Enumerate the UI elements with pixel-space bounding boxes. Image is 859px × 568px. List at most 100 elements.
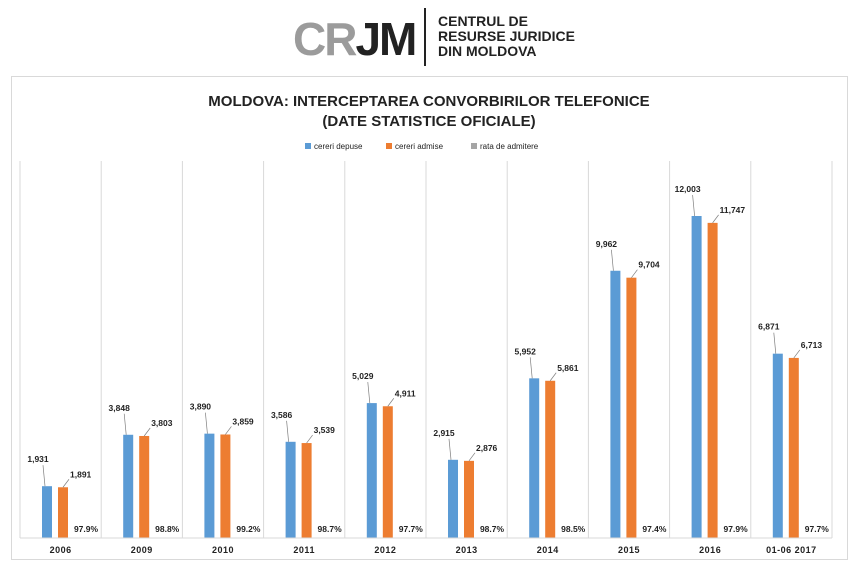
x-tick-label: 2006 bbox=[50, 545, 72, 555]
bar-cereri-admise bbox=[58, 487, 68, 538]
chart-gridlines bbox=[19, 161, 833, 538]
bar-cereri-admise bbox=[139, 435, 150, 538]
leader-line bbox=[793, 349, 801, 359]
leader-line bbox=[225, 426, 232, 435]
header: CRJM CENTRUL DE RESURSE JURIDICE DIN MOL… bbox=[0, 0, 859, 74]
data-label-cereri-depuse: 2,915 bbox=[433, 428, 455, 438]
x-tick-label: 2012 bbox=[374, 545, 396, 555]
data-label-cereri-depuse: 12,003 bbox=[675, 184, 701, 194]
legend-swatch-cereri-admise bbox=[386, 143, 392, 149]
legend-label-cereri-admise: cereri admise bbox=[395, 142, 444, 151]
leader-line bbox=[306, 434, 313, 444]
data-label-cereri-depuse: 3,586 bbox=[271, 410, 293, 420]
leader-line bbox=[143, 427, 151, 437]
x-tick-label: 2016 bbox=[699, 545, 721, 555]
logo-mark-dark: JM bbox=[355, 13, 417, 65]
leader-line bbox=[529, 357, 533, 379]
data-label-rata-de-admitere: 97.7% bbox=[805, 524, 830, 534]
leader-line bbox=[367, 382, 371, 404]
leader-line bbox=[712, 214, 719, 224]
data-label-cereri-admise: 5,861 bbox=[557, 363, 579, 373]
bar-cereri-depuse bbox=[123, 434, 134, 538]
bar-cereri-admise bbox=[301, 443, 312, 538]
x-tick-label: 2011 bbox=[293, 545, 315, 555]
organization-name-line-1: CENTRUL DE bbox=[438, 13, 528, 29]
organization-name: CENTRUL DE RESURSE JURIDICE DIN MOLDOVA bbox=[438, 14, 575, 59]
bar-cereri-depuse bbox=[772, 353, 783, 538]
data-label-cereri-depuse: 3,890 bbox=[190, 402, 212, 412]
chart-data-labels: 1,931 1,891 97.9% 3,848 3,803 98.8% 3,890 3,859… bbox=[27, 184, 829, 534]
bar-cereri-depuse bbox=[285, 441, 296, 538]
organization-name-line-2: RESURSE JURIDICE bbox=[438, 28, 575, 44]
logo-divider bbox=[424, 8, 426, 66]
data-label-cereri-admise: 2,876 bbox=[476, 443, 498, 453]
logo-mark-gray: CR bbox=[293, 13, 357, 65]
data-label-cereri-admise: 1,891 bbox=[70, 469, 92, 479]
data-label-cereri-depuse: 9,962 bbox=[596, 239, 618, 249]
legend-swatch-rata-de-admitere bbox=[471, 143, 477, 149]
chart-title-line-1: MOLDOVA: INTERCEPTAREA CONVORBIRILOR TEL… bbox=[208, 93, 649, 110]
data-label-cereri-depuse: 5,952 bbox=[515, 346, 537, 356]
leader-line bbox=[42, 465, 46, 487]
data-label-cereri-admise: 4,911 bbox=[395, 388, 416, 398]
data-label-cereri-admise: 11,747 bbox=[720, 205, 746, 215]
bar-cereri-depuse bbox=[529, 378, 540, 538]
x-tick-label: 2009 bbox=[131, 545, 153, 555]
chart-bars bbox=[42, 216, 799, 538]
bar-cereri-admise bbox=[707, 222, 718, 538]
data-label-cereri-depuse: 5,029 bbox=[352, 371, 374, 381]
legend: cereri depuse cereri admise rata de admi… bbox=[305, 142, 539, 151]
bar-cereri-admise bbox=[788, 357, 799, 538]
leader-line bbox=[387, 398, 395, 407]
x-tick-label: 2015 bbox=[618, 545, 640, 555]
data-label-rata-de-admitere: 97.7% bbox=[399, 524, 424, 534]
bar-cereri-depuse bbox=[366, 403, 377, 538]
leader-line bbox=[692, 194, 695, 217]
bar-cereri-admise bbox=[220, 434, 231, 538]
data-label-rata-de-admitere: 99.2% bbox=[236, 524, 261, 534]
data-label-cereri-depuse: 1,931 bbox=[27, 454, 49, 464]
x-tick-label: 2010 bbox=[212, 545, 234, 555]
chart-frame: MOLDOVA: INTERCEPTAREA CONVORBIRILOR TEL… bbox=[11, 76, 848, 560]
data-label-rata-de-admitere: 97.9% bbox=[724, 524, 749, 534]
crjm-logo: CRJM bbox=[293, 13, 417, 65]
legend-label-rata-de-admitere: rata de admitere bbox=[480, 142, 539, 151]
data-label-rata-de-admitere: 98.8% bbox=[155, 524, 180, 534]
bar-cereri-depuse bbox=[42, 486, 52, 538]
data-label-rata-de-admitere: 98.7% bbox=[480, 524, 505, 534]
data-label-rata-de-admitere: 97.9% bbox=[74, 524, 99, 534]
data-label-cereri-admise: 3,803 bbox=[151, 418, 173, 428]
x-tick-label: 2014 bbox=[537, 545, 559, 555]
data-label-cereri-admise: 9,704 bbox=[638, 260, 660, 270]
chart-svg: MOLDOVA: INTERCEPTAREA CONVORBIRILOR TEL… bbox=[19, 93, 833, 555]
bar-cereri-admise bbox=[545, 380, 556, 538]
leader-line bbox=[205, 412, 208, 434]
bar-cereri-depuse bbox=[204, 433, 215, 538]
leader-line bbox=[448, 438, 452, 460]
leader-line bbox=[549, 372, 557, 381]
chart-title-line-2: (DATE STATISTICE OFICIALE) bbox=[322, 113, 535, 130]
leader-line bbox=[631, 269, 638, 278]
data-label-cereri-admise: 3,859 bbox=[232, 416, 254, 426]
leader-line bbox=[468, 452, 476, 462]
data-label-rata-de-admitere: 98.7% bbox=[318, 524, 343, 534]
chart-x-axis: 2006 2009 2010 2011 2012 2013 2014 2015 2016 01-0… bbox=[20, 537, 832, 555]
x-tick-label: 2013 bbox=[456, 545, 478, 555]
data-label-cereri-admise: 6,713 bbox=[801, 340, 823, 350]
data-label-rata-de-admitere: 97.4% bbox=[642, 524, 667, 534]
bar-cereri-admise bbox=[626, 277, 637, 538]
bar-cereri-depuse bbox=[691, 216, 702, 538]
data-label-cereri-depuse: 3,848 bbox=[109, 403, 131, 413]
leader-line bbox=[611, 249, 614, 271]
data-label-cereri-admise: 3,539 bbox=[314, 425, 336, 435]
bar-cereri-depuse bbox=[448, 459, 458, 538]
leader-line bbox=[123, 413, 127, 435]
data-label-cereri-depuse: 6,871 bbox=[758, 322, 780, 332]
legend-swatch-cereri-depuse bbox=[305, 143, 311, 149]
leader-line bbox=[286, 420, 289, 442]
bar-cereri-admise bbox=[464, 460, 474, 538]
bar-cereri-admise bbox=[382, 406, 393, 538]
leader-line bbox=[773, 332, 777, 354]
organization-name-line-3: DIN MOLDOVA bbox=[438, 43, 537, 59]
